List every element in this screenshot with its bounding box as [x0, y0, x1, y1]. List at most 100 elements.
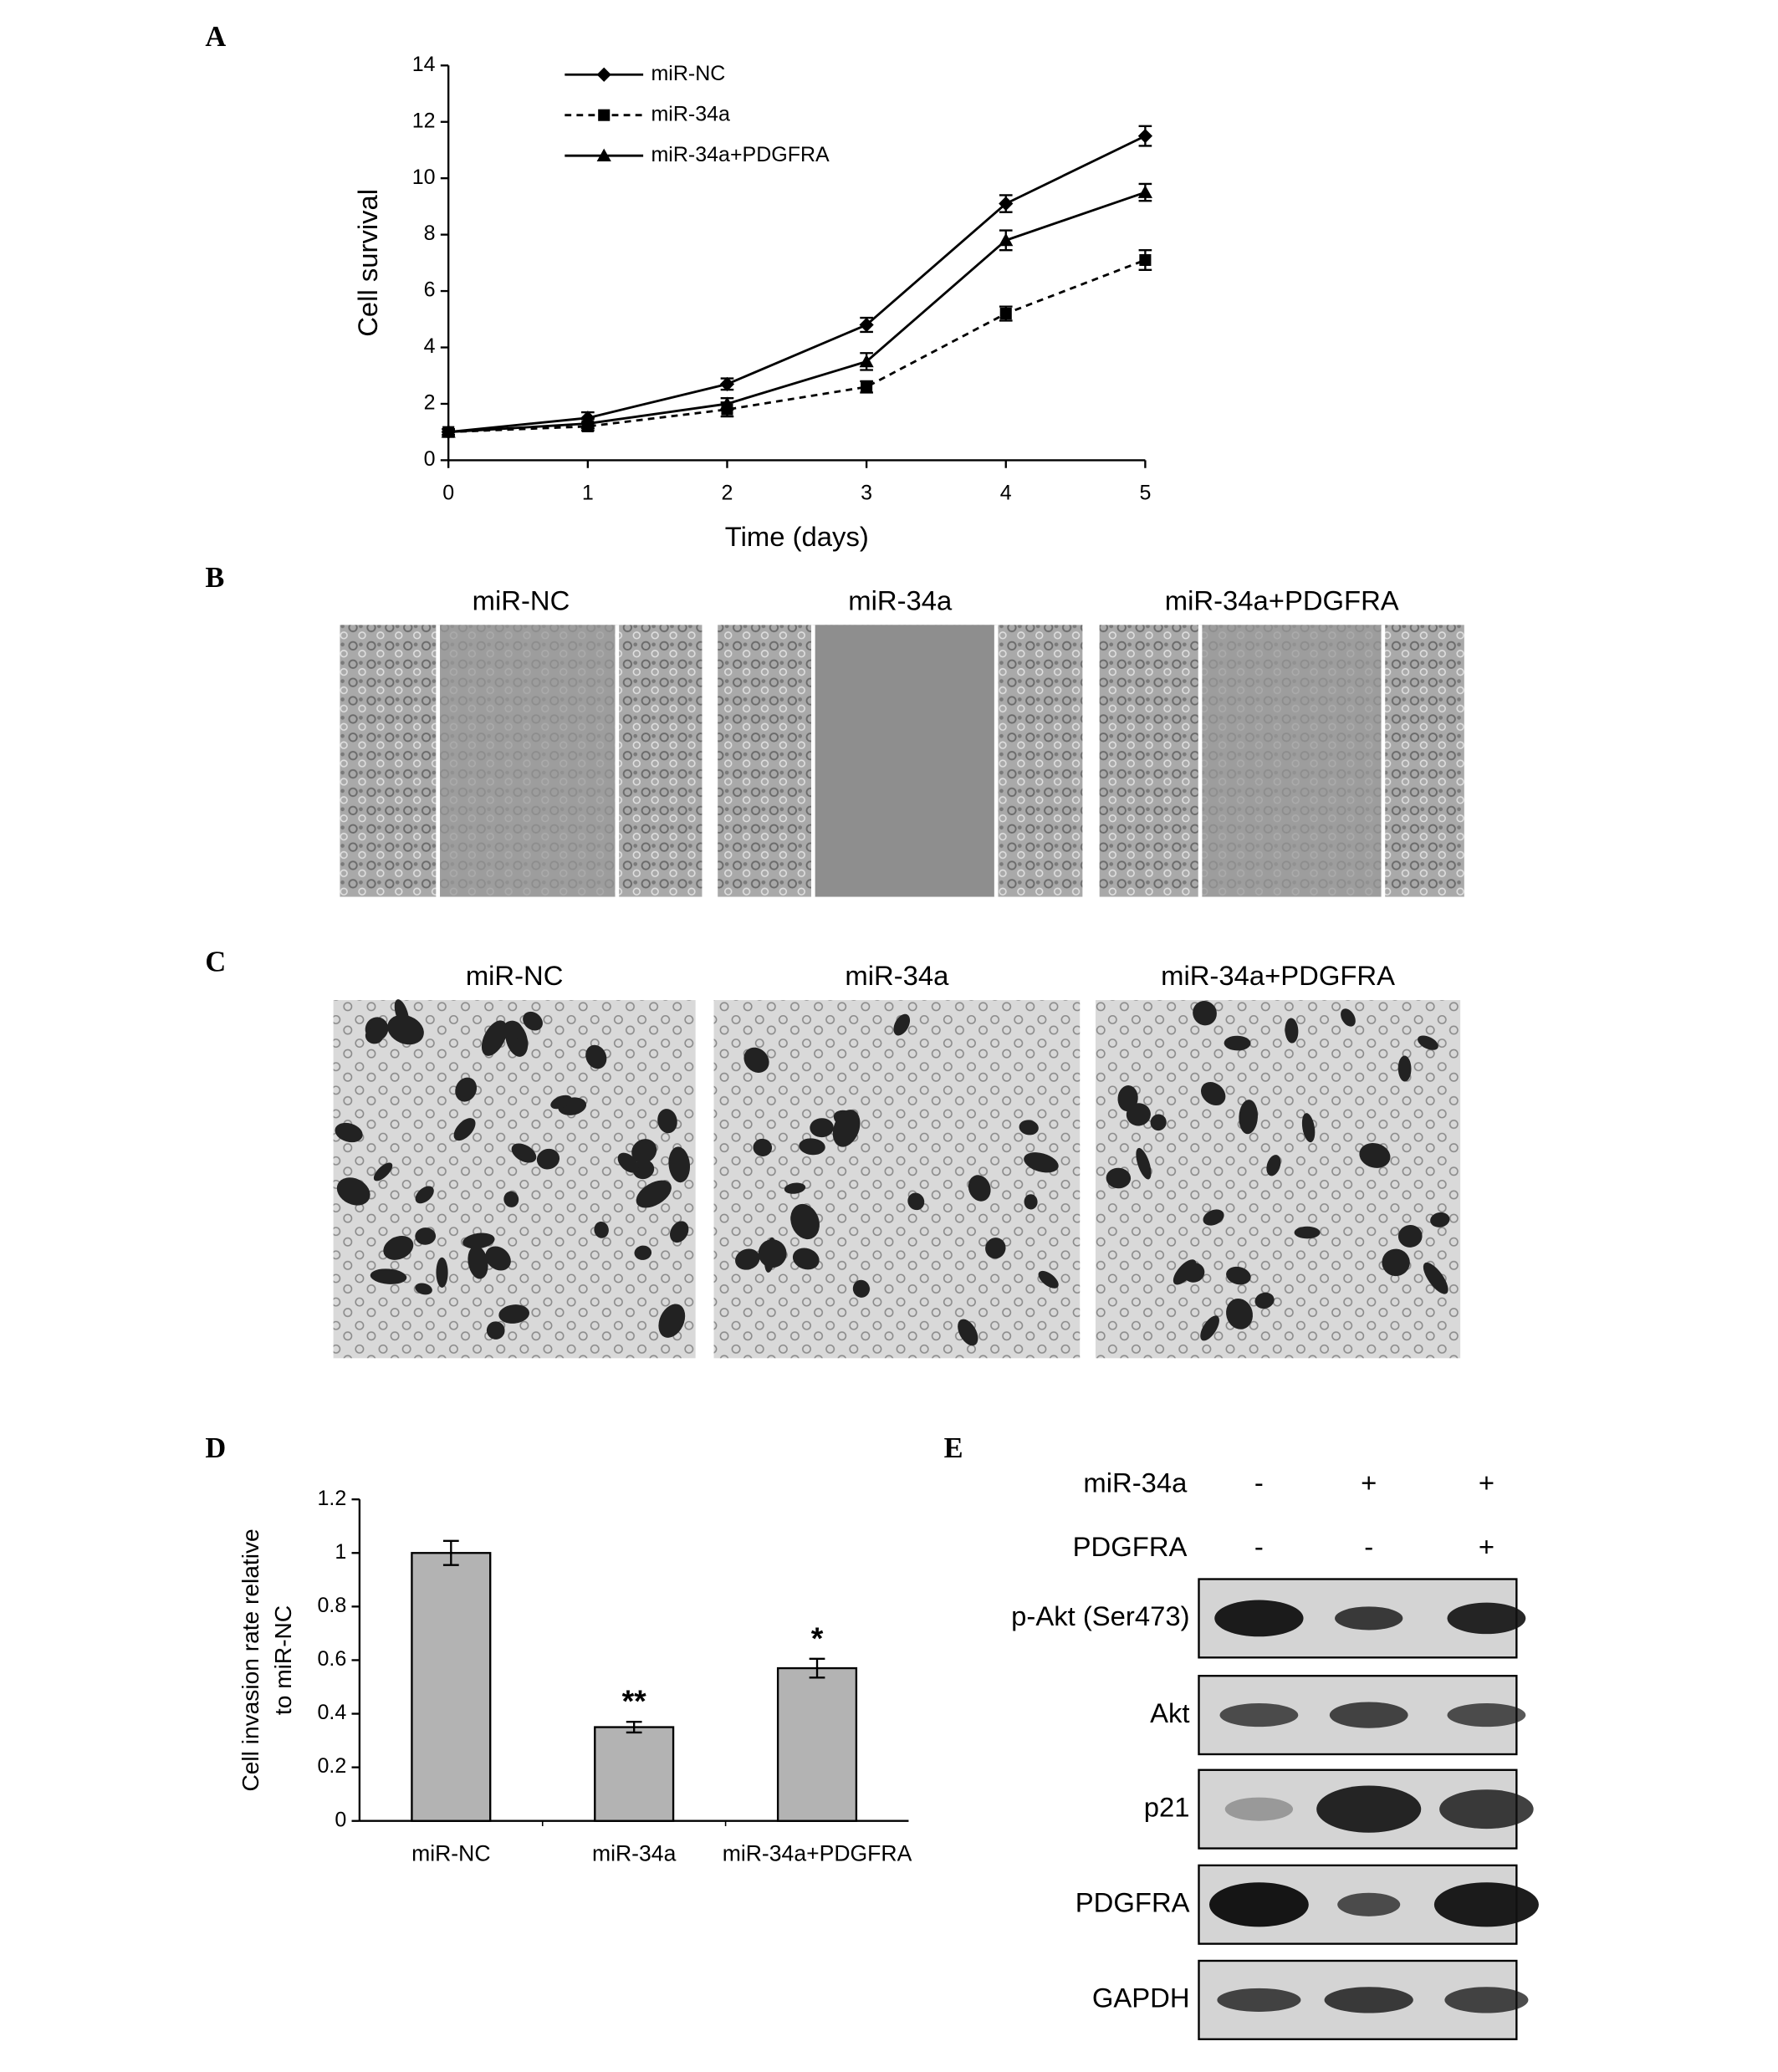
data-point — [999, 232, 1014, 247]
cell-blob — [1294, 1226, 1321, 1239]
legend-marker — [598, 109, 611, 121]
cell-blob — [1136, 1147, 1152, 1180]
cell-blob — [958, 1319, 978, 1346]
panel-title: miR-NC — [473, 584, 570, 615]
cell-blob — [481, 1020, 508, 1056]
legend-label: miR-34a+PDGFRA — [651, 143, 830, 166]
cell-blob — [758, 1239, 787, 1268]
y-tick-label: 2 — [424, 391, 436, 415]
cell-blob — [1200, 1082, 1226, 1105]
y-tick-label: 0 — [335, 1808, 346, 1831]
condition-label: miR-34a — [1083, 1467, 1188, 1498]
condition-sign: + — [1361, 1467, 1377, 1498]
panel-letter: E — [944, 1432, 963, 1464]
data-point — [859, 354, 874, 368]
cell-blob — [852, 1279, 870, 1298]
cell-blob — [1397, 1055, 1412, 1082]
cell-blob — [1203, 1209, 1224, 1226]
blot-band — [1337, 1892, 1401, 1916]
y-axis-label: Cell survival — [352, 189, 383, 337]
cell-blob — [810, 1118, 834, 1138]
panel-letter: D — [205, 1432, 226, 1464]
panel-title: miR-34a — [848, 584, 953, 615]
significance-label: * — [811, 1620, 824, 1656]
cell-blob — [1301, 1113, 1316, 1143]
cell-blob — [1224, 1035, 1251, 1051]
blot-band — [1335, 1606, 1403, 1631]
scratch-area — [813, 625, 997, 897]
condition-sign: + — [1479, 1467, 1494, 1498]
cell-blob — [784, 1182, 806, 1194]
data-point — [1137, 129, 1152, 144]
data-point — [719, 396, 735, 410]
panel-title: miR-NC — [466, 960, 564, 991]
cell-blob — [1382, 1248, 1410, 1277]
cell-blob — [415, 1227, 437, 1245]
cell-blob — [657, 1109, 677, 1134]
y-tick-label: 8 — [424, 222, 436, 245]
cell-blob — [1239, 1100, 1258, 1135]
blot-band — [1214, 1600, 1304, 1637]
y-tick-label: 6 — [424, 278, 436, 302]
cell-blob — [415, 1283, 432, 1295]
cell-blob — [1226, 1298, 1253, 1329]
cell-blob — [985, 1238, 1006, 1259]
cell-blob — [585, 1044, 607, 1069]
blot-band — [1444, 1987, 1529, 2013]
cell-blob — [1423, 1262, 1448, 1294]
cell-blob — [792, 1248, 820, 1270]
cell-blob — [550, 1095, 572, 1110]
cell-blob — [658, 1304, 686, 1338]
blot-label: p-Akt (Ser473) — [1011, 1600, 1189, 1631]
cell-blob — [1024, 1194, 1038, 1210]
cell-blob — [735, 1248, 760, 1270]
cell-blob — [455, 1077, 478, 1102]
y-tick-label: 12 — [412, 109, 436, 132]
panel-title: miR-34a+PDGFRA — [1161, 960, 1395, 991]
cell-blob — [485, 1246, 511, 1271]
x-tick-label: miR-NC — [411, 1840, 490, 1865]
cell-blob — [498, 1304, 530, 1324]
cell-blob — [502, 1020, 523, 1040]
cell-blob — [594, 1221, 609, 1238]
cell-blob — [365, 1028, 384, 1044]
blot-band — [1447, 1703, 1526, 1728]
data-point — [999, 308, 1012, 320]
micrograph — [333, 1000, 696, 1359]
blot-band — [1324, 1987, 1413, 2013]
cell-blob — [1038, 1270, 1059, 1289]
cell-blob — [634, 1245, 652, 1260]
blot-band — [1316, 1785, 1422, 1833]
micrograph — [713, 1000, 1081, 1359]
y-tick-label: 4 — [424, 334, 436, 358]
cell-blob — [436, 1257, 448, 1288]
x-tick-label: 0 — [442, 482, 454, 505]
cell-blob — [753, 1138, 773, 1156]
x-tick-label: miR-34a — [592, 1840, 677, 1865]
cell-blob — [668, 1146, 691, 1183]
x-tick-label: 5 — [1139, 482, 1151, 505]
x-axis-label: Time (days) — [725, 521, 869, 552]
series-line — [448, 258, 1146, 434]
cell-blob — [1150, 1114, 1167, 1131]
cell-blob — [1285, 1018, 1299, 1044]
panel-title: miR-34a+PDGFRA — [1165, 584, 1399, 615]
cell-blob — [1173, 1259, 1197, 1285]
data-point — [580, 416, 595, 430]
condition-sign: - — [1254, 1467, 1264, 1498]
cell-blob — [503, 1191, 519, 1207]
cell-blob — [636, 1180, 672, 1208]
cell-blob — [832, 1110, 861, 1147]
blot-band — [1219, 1703, 1299, 1728]
cell-blob — [631, 1139, 657, 1164]
y-axis-label: Cell invasion rate relative — [238, 1528, 263, 1791]
error-bar — [626, 1720, 642, 1734]
y-tick-label: 14 — [412, 53, 436, 76]
blot-label: p21 — [1144, 1791, 1190, 1822]
cell-blob — [632, 1159, 655, 1180]
legend-marker — [596, 67, 611, 82]
legend-label: miR-34a — [651, 102, 730, 125]
error-bar — [442, 1539, 459, 1566]
